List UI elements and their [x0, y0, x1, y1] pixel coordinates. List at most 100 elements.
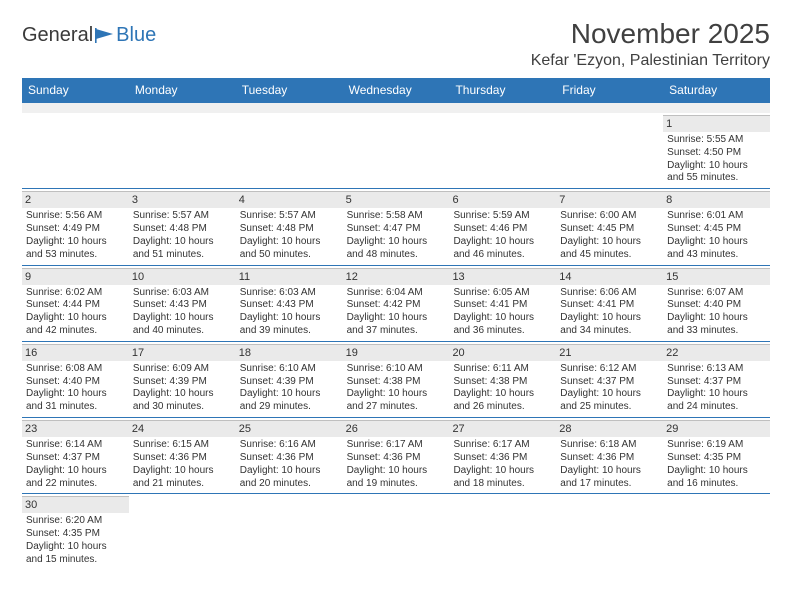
sunset-text: Sunset: 4:45 PM	[560, 223, 659, 236]
title-block: November 2025 Kefar 'Ezyon, Palestinian …	[531, 18, 770, 70]
weekday-header: Sunday Monday Tuesday Wednesday Thursday…	[22, 78, 770, 103]
sunset-text: Sunset: 4:48 PM	[133, 223, 232, 236]
sunrise-text: Sunrise: 5:56 AM	[26, 210, 125, 223]
sunset-text: Sunset: 4:38 PM	[347, 376, 446, 389]
daylight-text: Daylight: 10 hours	[347, 236, 446, 249]
sunset-text: Sunset: 4:50 PM	[667, 147, 766, 160]
daylight-text: Daylight: 10 hours	[240, 236, 339, 249]
daylight-text: and 19 minutes.	[347, 478, 446, 491]
calendar-day-empty	[343, 494, 450, 569]
day-number: 6	[449, 191, 556, 208]
spacer-row	[22, 103, 770, 113]
calendar-day: 7Sunrise: 6:00 AMSunset: 4:45 PMDaylight…	[556, 189, 663, 264]
sunset-text: Sunset: 4:36 PM	[560, 452, 659, 465]
sunrise-text: Sunrise: 5:58 AM	[347, 210, 446, 223]
sunrise-text: Sunrise: 6:10 AM	[240, 363, 339, 376]
weekday-friday: Friday	[556, 78, 663, 103]
sunset-text: Sunset: 4:43 PM	[240, 299, 339, 312]
sunset-text: Sunset: 4:35 PM	[26, 528, 125, 541]
sunset-text: Sunset: 4:36 PM	[240, 452, 339, 465]
daylight-text: Daylight: 10 hours	[26, 388, 125, 401]
month-year: November 2025	[531, 18, 770, 50]
daylight-text: Daylight: 10 hours	[667, 236, 766, 249]
day-number: 18	[236, 344, 343, 361]
logo-text-general: General	[22, 24, 93, 47]
calendar: Sunday Monday Tuesday Wednesday Thursday…	[22, 78, 770, 570]
daylight-text: and 40 minutes.	[133, 325, 232, 338]
daylight-text: and 17 minutes.	[560, 478, 659, 491]
daylight-text: and 51 minutes.	[133, 249, 232, 262]
daylight-text: and 21 minutes.	[133, 478, 232, 491]
sunrise-text: Sunrise: 6:17 AM	[347, 439, 446, 452]
day-number: 9	[22, 268, 129, 285]
daylight-text: Daylight: 10 hours	[347, 388, 446, 401]
sunrise-text: Sunrise: 6:15 AM	[133, 439, 232, 452]
daylight-text: and 34 minutes.	[560, 325, 659, 338]
day-number: 17	[129, 344, 236, 361]
day-number: 25	[236, 420, 343, 437]
daylight-text: Daylight: 10 hours	[133, 465, 232, 478]
sunrise-text: Sunrise: 6:02 AM	[26, 287, 125, 300]
logo-text-blue: Blue	[116, 24, 156, 47]
day-number: 15	[663, 268, 770, 285]
day-number: 22	[663, 344, 770, 361]
sunset-text: Sunset: 4:38 PM	[453, 376, 552, 389]
sunset-text: Sunset: 4:41 PM	[560, 299, 659, 312]
daylight-text: and 45 minutes.	[560, 249, 659, 262]
daylight-text: Daylight: 10 hours	[133, 388, 232, 401]
daylight-text: and 37 minutes.	[347, 325, 446, 338]
calendar-day: 14Sunrise: 6:06 AMSunset: 4:41 PMDayligh…	[556, 266, 663, 341]
sunrise-text: Sunrise: 6:19 AM	[667, 439, 766, 452]
sunset-text: Sunset: 4:41 PM	[453, 299, 552, 312]
daylight-text: and 29 minutes.	[240, 401, 339, 414]
daylight-text: and 15 minutes.	[26, 554, 125, 567]
sunrise-text: Sunrise: 6:03 AM	[133, 287, 232, 300]
calendar-day-empty	[236, 494, 343, 569]
calendar-day: 3Sunrise: 5:57 AMSunset: 4:48 PMDaylight…	[129, 189, 236, 264]
day-number: 21	[556, 344, 663, 361]
daylight-text: and 22 minutes.	[26, 478, 125, 491]
calendar-day: 19Sunrise: 6:10 AMSunset: 4:38 PMDayligh…	[343, 342, 450, 417]
day-number: 20	[449, 344, 556, 361]
daylight-text: and 42 minutes.	[26, 325, 125, 338]
daylight-text: Daylight: 10 hours	[453, 312, 552, 325]
day-number: 4	[236, 191, 343, 208]
sunset-text: Sunset: 4:39 PM	[133, 376, 232, 389]
daylight-text: Daylight: 10 hours	[560, 388, 659, 401]
day-number: 27	[449, 420, 556, 437]
sunset-text: Sunset: 4:44 PM	[26, 299, 125, 312]
sunset-text: Sunset: 4:40 PM	[667, 299, 766, 312]
sunrise-text: Sunrise: 5:59 AM	[453, 210, 552, 223]
sunset-text: Sunset: 4:36 PM	[347, 452, 446, 465]
calendar-day: 28Sunrise: 6:18 AMSunset: 4:36 PMDayligh…	[556, 418, 663, 493]
daylight-text: Daylight: 10 hours	[560, 465, 659, 478]
sunset-text: Sunset: 4:37 PM	[26, 452, 125, 465]
sunset-text: Sunset: 4:49 PM	[26, 223, 125, 236]
sunrise-text: Sunrise: 6:11 AM	[453, 363, 552, 376]
daylight-text: and 16 minutes.	[667, 478, 766, 491]
sunset-text: Sunset: 4:40 PM	[26, 376, 125, 389]
weekday-monday: Monday	[129, 78, 236, 103]
daylight-text: and 25 minutes.	[560, 401, 659, 414]
location: Kefar 'Ezyon, Palestinian Territory	[531, 52, 770, 70]
day-number: 19	[343, 344, 450, 361]
calendar-day-empty	[236, 113, 343, 188]
sunset-text: Sunset: 4:39 PM	[240, 376, 339, 389]
sunrise-text: Sunrise: 6:07 AM	[667, 287, 766, 300]
sunset-text: Sunset: 4:48 PM	[240, 223, 339, 236]
calendar-week: 2Sunrise: 5:56 AMSunset: 4:49 PMDaylight…	[22, 189, 770, 265]
calendar-day: 4Sunrise: 5:57 AMSunset: 4:48 PMDaylight…	[236, 189, 343, 264]
sunset-text: Sunset: 4:37 PM	[560, 376, 659, 389]
calendar-day: 24Sunrise: 6:15 AMSunset: 4:36 PMDayligh…	[129, 418, 236, 493]
daylight-text: Daylight: 10 hours	[453, 236, 552, 249]
calendar-day-empty	[663, 494, 770, 569]
daylight-text: Daylight: 10 hours	[347, 312, 446, 325]
daylight-text: Daylight: 10 hours	[667, 312, 766, 325]
day-number: 23	[22, 420, 129, 437]
day-number: 30	[22, 496, 129, 513]
calendar-day: 27Sunrise: 6:17 AMSunset: 4:36 PMDayligh…	[449, 418, 556, 493]
sunset-text: Sunset: 4:43 PM	[133, 299, 232, 312]
calendar-day: 20Sunrise: 6:11 AMSunset: 4:38 PMDayligh…	[449, 342, 556, 417]
sunrise-text: Sunrise: 6:03 AM	[240, 287, 339, 300]
weekday-saturday: Saturday	[663, 78, 770, 103]
